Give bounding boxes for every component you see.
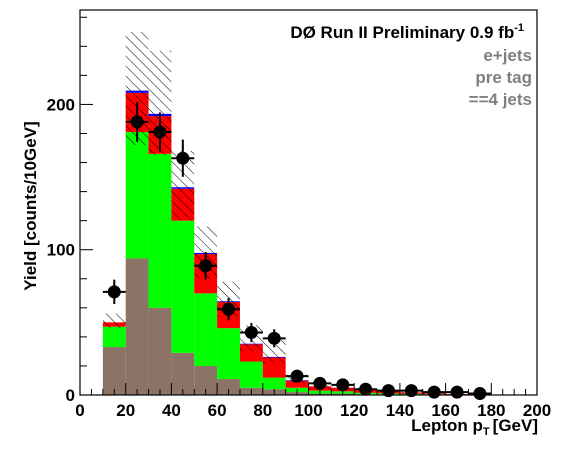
- annotation-experiment-text: DØ Run II Preliminary 0.9 fb: [290, 23, 514, 42]
- x-axis-label: Lepton pT [GeV]: [411, 416, 538, 438]
- x-tick-label-60: 60: [208, 401, 227, 420]
- x-tick-label-80: 80: [253, 401, 272, 420]
- bar-series0-bin5: [217, 379, 240, 395]
- data-point-8: [285, 369, 309, 383]
- bar-series1-bin7: [262, 377, 286, 390]
- annotation-experiment: DØ Run II Preliminary 0.9 fb-1: [290, 22, 524, 42]
- data-point-marker-3: [176, 151, 190, 165]
- uncertainty-band-bin1: [125, 31, 149, 146]
- data-point-6: [239, 322, 263, 343]
- data-point-marker-2: [153, 125, 167, 139]
- x-tick-label-140: 140: [386, 401, 414, 420]
- bar-series1-bin5: [217, 328, 240, 380]
- annotation-jets: ==4 jets: [469, 90, 532, 109]
- axes: 0 20 40 60 80 100 120 140 160 180 200 0 100 200: [47, 16, 551, 420]
- x-tick-label-160: 160: [431, 401, 459, 420]
- data-point-marker-0: [107, 285, 121, 299]
- bar-series0-bin0: [102, 347, 126, 395]
- uncertainty-band-bin3: [171, 150, 195, 221]
- data-point-4: [194, 252, 218, 280]
- y-tick-label-200: 200: [47, 95, 75, 114]
- x-axis-label-subscript: T: [483, 426, 490, 438]
- x-tick-label-200: 200: [523, 401, 551, 420]
- y-axis-label: Yield [counts/10GeV]: [21, 121, 40, 290]
- bar-series1-bin1: [125, 132, 149, 259]
- data-point-marker-7: [267, 331, 281, 345]
- bar-series1-bin4: [194, 293, 218, 366]
- data-point-2: [148, 112, 172, 152]
- bar-series2-bin8: [285, 380, 309, 388]
- bar-series0-bin1: [125, 258, 149, 395]
- bar-series0-bin3: [171, 352, 195, 395]
- bar-series1-bin3: [171, 220, 195, 353]
- y-tick-label-100: 100: [47, 241, 75, 260]
- annotation-experiment-superscript: -1: [514, 22, 524, 34]
- data-point-0: [102, 279, 126, 305]
- x-axis-label-unit: [GeV]: [493, 416, 538, 435]
- bar-series1-bin6: [239, 361, 263, 388]
- data-point-10: [331, 378, 355, 392]
- x-tick-label-20: 20: [116, 401, 135, 420]
- x-tick-label-120: 120: [340, 401, 368, 420]
- x-axis-label-main: Lepton p: [411, 416, 483, 435]
- data-point-marker-10: [336, 378, 350, 392]
- data-point-7: [262, 329, 286, 348]
- bar-series1-bin0: [102, 326, 126, 348]
- data-point-1: [125, 101, 149, 142]
- uncertainty-band-bin0: [102, 313, 126, 329]
- bar-series0-bin2: [148, 307, 172, 395]
- annotation-channel: e+jets: [483, 46, 532, 65]
- data-point-5: [217, 298, 240, 321]
- data-point-marker-6: [244, 326, 258, 340]
- data-point-3: [171, 139, 195, 177]
- x-tick-label-0: 0: [75, 401, 84, 420]
- y-tick-label-0: 0: [66, 386, 75, 405]
- data-point-marker-1: [130, 115, 144, 129]
- bar-series0-bin4: [194, 365, 218, 395]
- x-tick-label-100: 100: [294, 401, 322, 420]
- x-tick-label-40: 40: [162, 401, 181, 420]
- data-point-marker-4: [199, 259, 213, 273]
- annotation-tag: pre tag: [475, 68, 532, 87]
- bar-series1-bin2: [148, 153, 172, 308]
- data-point-marker-8: [290, 369, 304, 383]
- x-tick-label-180: 180: [477, 401, 505, 420]
- data-point-9: [308, 376, 332, 390]
- data-point-marker-9: [313, 376, 327, 390]
- data-point-marker-5: [222, 302, 236, 316]
- uncertainty-band-bin7: [262, 339, 286, 364]
